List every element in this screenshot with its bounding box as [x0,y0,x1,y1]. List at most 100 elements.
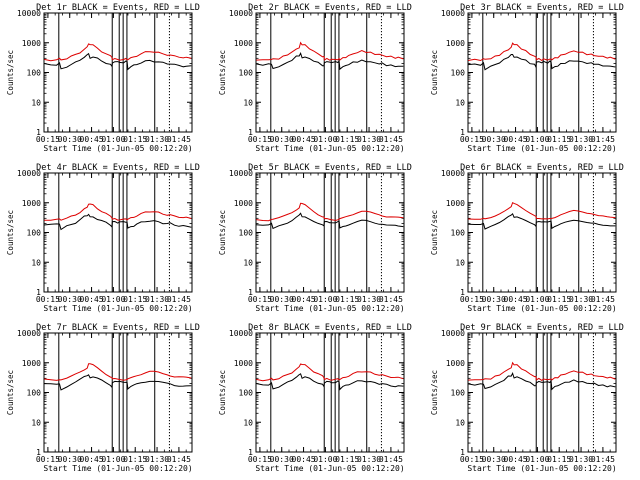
x-tick-label: 01:15 [335,455,359,464]
x-tick-label: 01:45 [379,135,403,144]
chart-panel-6: Det 6r BLACK = Events, RED = LLD 1 10 100 10… [430,163,624,313]
x-tick-label: 01:00 [525,135,549,144]
y-axis-label: Counts/sec [6,210,15,255]
y-tick-label: 1000 [234,39,253,48]
x-axis-label: Start Time (01-Jun-05 00:12:20) [467,464,616,473]
y-tick-label: 1000 [234,359,253,368]
x-tick-label: 01:30 [357,295,381,304]
y-tick-label: 10000 [17,329,41,338]
x-tick-label: 01:15 [547,295,571,304]
x-tick-label: 01:30 [145,135,169,144]
y-tick-label: 1 [36,128,41,137]
y-axis-label: Counts/sec [430,50,439,95]
panel-title: Det 9r BLACK = Events, RED = LLD [460,323,624,333]
y-tick-label: 1 [460,288,465,297]
plot-frame [43,12,193,133]
series-line-events [256,373,404,391]
x-tick-label: 01:30 [569,455,593,464]
x-tick-label: 00:45 [80,295,104,304]
y-tick-label: 1 [36,288,41,297]
x-tick-label: 01:00 [525,455,549,464]
y-tick-label: 10 [31,418,41,427]
x-tick-label: 01:00 [101,135,125,144]
y-tick-label: 10000 [229,329,253,338]
x-tick-label: 01:30 [357,455,381,464]
x-tick-label: 01:15 [547,135,571,144]
series-line-events [44,213,192,231]
y-tick-label: 10 [243,418,253,427]
y-tick-label: 10000 [229,169,253,178]
x-tick-label: 00:30 [270,135,294,144]
chart-panel-3: Det 3r BLACK = Events, RED = LLD 1 10 100 10… [430,3,624,153]
chart-panel-7: Det 7r BLACK = Events, RED = LLD 1 10 100 10… [6,323,200,473]
y-tick-label: 1 [460,128,465,137]
y-tick-label: 10000 [17,169,41,178]
y-tick-label: 1 [248,288,253,297]
series-line-lld [256,202,404,222]
x-tick-label: 01:30 [145,295,169,304]
series-line-lld [44,363,192,381]
x-axis-label: Start Time (01-Jun-05 00:12:20) [43,464,192,473]
x-tick-label: 00:45 [504,135,528,144]
panel-title: Det 4r BLACK = Events, RED = LLD [36,163,200,173]
series-line-events [44,374,192,391]
y-tick-label: 10 [455,418,465,427]
x-tick-label: 00:30 [482,295,506,304]
plot-frame [255,12,405,133]
x-tick-label: 00:45 [80,455,104,464]
y-axis-label: Counts/sec [430,370,439,415]
x-tick-label: 01:45 [591,455,615,464]
x-tick-label: 00:15 [36,455,60,464]
panel-title: Det 8r BLACK = Events, RED = LLD [248,323,412,333]
x-tick-label: 00:30 [58,295,82,304]
y-tick-label: 1000 [446,359,465,368]
y-tick-label: 10 [455,98,465,107]
x-tick-label: 01:45 [591,295,615,304]
x-tick-label: 01:00 [525,295,549,304]
x-axis-label: Start Time (01-Jun-05 00:12:20) [255,144,404,153]
series-line-events [256,212,404,230]
y-tick-label: 10 [31,258,41,267]
y-tick-label: 10000 [441,9,465,18]
chart-panel-4: Det 4r BLACK = Events, RED = LLD 1 10 100 10… [6,163,200,313]
y-tick-label: 10 [455,258,465,267]
y-tick-label: 100 [239,229,254,238]
y-tick-label: 100 [239,389,254,398]
x-tick-label: 01:15 [123,135,147,144]
y-axis-label: Counts/sec [218,370,227,415]
plot-frame [43,332,193,453]
series-line-events [256,52,404,71]
x-tick-label: 00:30 [482,135,506,144]
series-line-events [44,52,192,71]
y-axis-label: Counts/sec [218,210,227,255]
x-tick-label: 00:15 [248,295,272,304]
plot-frame [255,172,405,293]
y-axis-label: Counts/sec [218,50,227,95]
y-axis-label: Counts/sec [430,210,439,255]
y-tick-label: 1000 [234,199,253,208]
panel-title: Det 2r BLACK = Events, RED = LLD [248,3,412,13]
y-tick-label: 100 [27,389,42,398]
x-tick-label: 01:00 [101,295,125,304]
x-axis-label: Start Time (01-Jun-05 00:12:20) [255,464,404,473]
series-line-lld [256,363,404,382]
x-tick-label: 01:00 [313,455,337,464]
y-tick-label: 10000 [441,329,465,338]
x-tick-label: 01:30 [357,135,381,144]
y-tick-label: 1000 [446,39,465,48]
x-tick-label: 01:45 [167,135,191,144]
chart-panel-8: Det 8r BLACK = Events, RED = LLD 1 10 100 10… [218,323,412,473]
x-tick-label: 00:15 [460,135,484,144]
plot-frame [467,172,617,293]
y-tick-label: 10 [243,258,253,267]
y-tick-label: 10000 [229,9,253,18]
y-tick-label: 100 [27,229,42,238]
x-tick-label: 00:45 [80,135,104,144]
series-line-events [468,371,616,391]
x-tick-label: 00:15 [36,295,60,304]
y-tick-label: 1 [248,128,253,137]
y-axis-label: Counts/sec [6,50,15,95]
panel-title: Det 5r BLACK = Events, RED = LLD [248,163,412,173]
series-line-lld [468,361,616,382]
x-tick-label: 00:45 [292,455,316,464]
